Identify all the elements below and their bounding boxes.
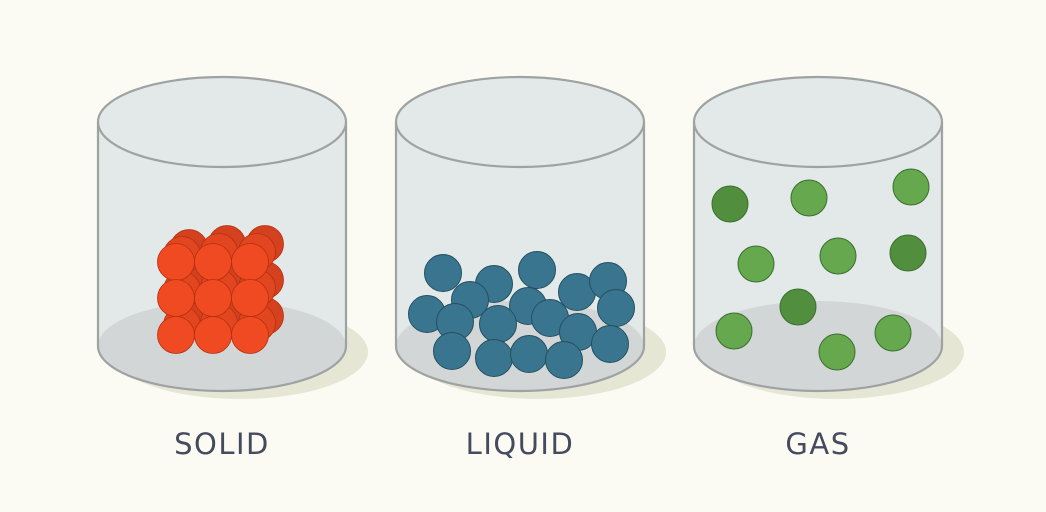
gas-particle [818,333,856,371]
jar-rim [394,75,646,169]
solid-particle [157,316,195,354]
liquid-particle [545,341,583,379]
jar-outline [692,122,944,393]
jar-liquid [394,75,666,399]
jar-gas [692,75,964,399]
gas-particle [874,314,912,352]
solid-particle [194,243,232,281]
label-liquid: LIQUID [465,427,575,461]
gas-particle [779,288,817,326]
gas-particle [892,168,930,206]
liquid-particle [433,332,471,370]
solid-particle [231,316,269,354]
liquid-particle [424,254,462,292]
solid-particle [157,279,195,317]
gas-particle [889,234,927,272]
liquid-particle [597,289,635,327]
solid-particle [194,316,232,354]
label-solid: SOLID [174,427,270,461]
liquid-particle [518,251,556,289]
solid-particle [231,279,269,317]
jar-rim [692,75,944,169]
jar-outline [394,122,646,393]
gas-particle [715,312,753,350]
gas-particle [790,179,828,217]
gas-particle [711,185,749,223]
gas-particle [819,237,857,275]
jar-rim [96,75,348,169]
jar-solid [96,75,368,399]
jar-outline [96,122,348,393]
liquid-particle [479,305,517,343]
label-gas: GAS [785,427,851,461]
solid-particle [157,243,195,281]
liquid-particle [510,335,548,373]
solid-particle [194,279,232,317]
liquid-particle [591,325,629,363]
gas-particle [737,245,775,283]
liquid-particle [475,339,513,377]
solid-particle [231,243,269,281]
